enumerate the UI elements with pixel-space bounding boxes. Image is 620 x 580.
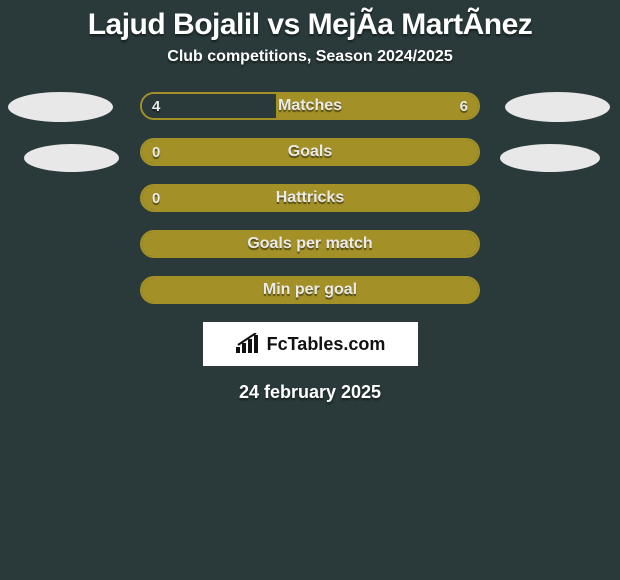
player-placeholder-oval bbox=[505, 92, 610, 122]
stat-bar: Min per goal bbox=[140, 276, 480, 304]
stat-bar-left-segment bbox=[142, 94, 276, 118]
fctables-logo: FcTables.com bbox=[203, 322, 418, 366]
comparison-subtitle: Club competitions, Season 2024/2025 bbox=[0, 48, 620, 66]
stat-bar: Goals per match bbox=[140, 230, 480, 258]
stat-bar-right-segment bbox=[142, 232, 478, 256]
player-placeholder-oval bbox=[8, 92, 113, 122]
stat-bar-right-segment bbox=[276, 94, 478, 118]
player-placeholder-oval bbox=[500, 144, 600, 172]
stat-bar: Goals0 bbox=[140, 138, 480, 166]
logo-text: FcTables.com bbox=[267, 334, 386, 355]
footer-date: 24 february 2025 bbox=[0, 382, 620, 403]
stat-bar-right-segment bbox=[142, 186, 478, 210]
player-placeholder-oval bbox=[24, 144, 119, 172]
stat-bar: Matches46 bbox=[140, 92, 480, 120]
stat-bar: Hattricks0 bbox=[140, 184, 480, 212]
stat-bars: Matches46 Goals0 Hattricks0 Goals per match… bbox=[0, 92, 620, 304]
chart-stage: Matches46 Goals0 Hattricks0 Goals per match… bbox=[0, 92, 620, 304]
comparison-title: Lajud Bojalil vs MejÃ­a MartÃ­nez bbox=[0, 8, 620, 42]
stat-bar-right-segment bbox=[142, 278, 478, 302]
stat-bar-right-segment bbox=[142, 140, 478, 164]
logo-bars-icon bbox=[235, 333, 261, 355]
